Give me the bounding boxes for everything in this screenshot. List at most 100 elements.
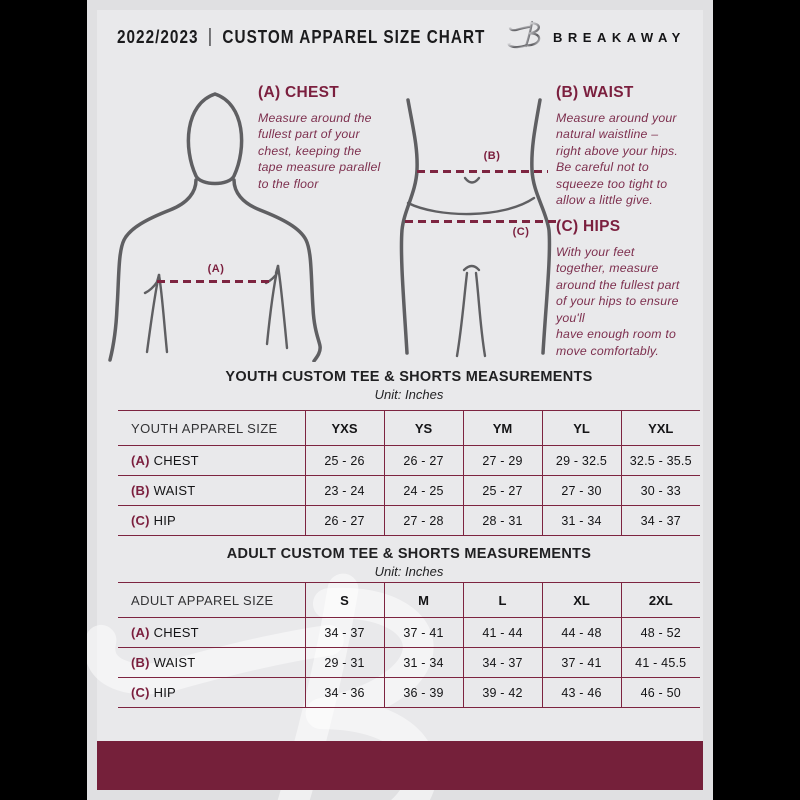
column-header: YM (462, 410, 542, 446)
cell: 34 - 37 (304, 617, 384, 648)
cell: 27 - 29 (462, 445, 542, 476)
column-header: M (383, 582, 463, 618)
youth-size-table: YOUTH APPAREL SIZE YXS YS YM YL YXL (A) C… (118, 410, 700, 536)
row-label-text: WAIST (153, 655, 196, 670)
table-row: (B) WAIST 29 - 31 31 - 34 34 - 37 37 - 41… (118, 647, 700, 678)
waist-heading: (B) WAIST (556, 84, 634, 101)
row-marker: (A) (131, 453, 150, 468)
youth-table-title: YOUTH CUSTOM TEE & SHORTS MEASUREMENTS (225, 369, 593, 385)
row-label-text: CHEST (153, 625, 199, 640)
cell: 34 - 37 (620, 505, 700, 536)
row-label: (B) WAIST (118, 476, 305, 506)
cell: 24 - 25 (383, 475, 463, 506)
cell: 41 - 45.5 (620, 647, 700, 678)
cell: 36 - 39 (383, 677, 463, 708)
cell: 44 - 48 (541, 617, 621, 648)
column-header: XL (541, 582, 621, 618)
cell: 46 - 50 (620, 677, 700, 708)
cell: 37 - 41 (541, 647, 621, 678)
cell: 43 - 46 (541, 677, 621, 708)
cell: 31 - 34 (541, 505, 621, 536)
column-header: YOUTH APPAREL SIZE (131, 420, 278, 436)
column-header: YL (541, 410, 621, 446)
waist-instructions: Measure around your natural waistline – … (556, 111, 678, 208)
cell: 29 - 31 (304, 647, 384, 678)
page-title: 2022/2023 | CUSTOM APPAREL SIZE CHART (117, 26, 485, 48)
cell: 34 - 36 (304, 677, 384, 708)
cell: 26 - 27 (304, 505, 384, 536)
section-chest: (A) CHEST Measure around the fullest par… (258, 84, 400, 192)
section-waist: (B) WAIST Measure around your natural wa… (556, 84, 706, 209)
table-row: (A) CHEST 25 - 26 26 - 27 27 - 29 29 - 32… (118, 445, 700, 476)
adult-size-table: ADULT APPAREL SIZE S M L XL 2XL (A) CHEST… (118, 582, 700, 708)
adult-table-unit: Unit: Inches (374, 564, 444, 579)
chest-heading: (A) CHEST (258, 84, 340, 101)
chest-marker-label: (A) (207, 263, 225, 275)
column-header: L (462, 582, 542, 618)
cell: 31 - 34 (383, 647, 463, 678)
table-header-row: YOUTH APPAREL SIZE YXS YS YM YL YXL (118, 410, 700, 446)
lower-body-figure (399, 98, 552, 358)
chest-instructions: Measure around the fullest part of your … (258, 111, 381, 191)
row-label-text: HIP (153, 685, 176, 700)
cell: 37 - 41 (383, 617, 463, 648)
hips-heading: (C) HIPS (556, 218, 621, 235)
size-chart-page: 2022/2023 | CUSTOM APPAREL SIZE CHART BR… (87, 0, 713, 800)
row-label-text: CHEST (153, 453, 199, 468)
cell: 30 - 33 (620, 475, 700, 506)
cell: 41 - 44 (462, 617, 542, 648)
waist-marker-label: (B) (483, 150, 501, 162)
footer-accent-bar (97, 741, 703, 790)
row-label-text: WAIST (153, 483, 196, 498)
season-label: 2022/2023 (117, 26, 199, 47)
youth-table-unit: Unit: Inches (374, 387, 444, 402)
title-divider: | (207, 26, 214, 47)
column-header: YS (383, 410, 463, 446)
adult-table-title: ADULT CUSTOM TEE & SHORTS MEASUREMENTS (226, 546, 592, 562)
column-header: YXL (620, 410, 700, 446)
cell: 27 - 30 (541, 475, 621, 506)
column-header: S (304, 582, 384, 618)
cell: 39 - 42 (462, 677, 542, 708)
title-text: CUSTOM APPAREL SIZE CHART (222, 26, 486, 47)
row-marker: (C) (131, 513, 150, 528)
cell: 25 - 26 (304, 445, 384, 476)
row-marker: (B) (131, 655, 150, 670)
cell: 32.5 - 35.5 (620, 445, 700, 476)
chest-measure-line (157, 280, 272, 283)
row-label: (C) HIP (118, 678, 305, 708)
hips-measure-line (405, 220, 557, 223)
row-label: (A) CHEST (118, 618, 305, 648)
table-row: (A) CHEST 34 - 37 37 - 41 41 - 44 44 - 48… (118, 617, 700, 648)
brand-name: BREAKAWAY (553, 30, 686, 45)
cell: 26 - 27 (383, 445, 463, 476)
row-label: (C) HIP (118, 506, 305, 536)
breakaway-b-logo-icon (507, 20, 541, 49)
cell: 29 - 32.5 (541, 445, 621, 476)
table-row: (C) HIP 34 - 36 36 - 39 39 - 42 43 - 46 4… (118, 677, 700, 708)
row-marker: (B) (131, 483, 150, 498)
cell: 48 - 52 (620, 617, 700, 648)
section-hips: (C) HIPS With your feet together, measur… (556, 218, 706, 359)
row-label: (B) WAIST (118, 648, 305, 678)
cell: 27 - 28 (383, 505, 463, 536)
row-marker: (A) (131, 625, 150, 640)
row-label: (A) CHEST (118, 446, 305, 476)
column-header: YXS (304, 410, 384, 446)
row-label-text: HIP (153, 513, 176, 528)
row-marker: (C) (131, 685, 150, 700)
cell: 28 - 31 (462, 505, 542, 536)
column-header: 2XL (620, 582, 700, 618)
cell: 34 - 37 (462, 647, 542, 678)
cell: 23 - 24 (304, 475, 384, 506)
table-row: (B) WAIST 23 - 24 24 - 25 25 - 27 27 - 30… (118, 475, 700, 506)
table-row: (C) HIP 26 - 27 27 - 28 28 - 31 31 - 34 3… (118, 505, 700, 536)
cell: 25 - 27 (462, 475, 542, 506)
column-header: ADULT APPAREL SIZE (131, 592, 274, 608)
hips-instructions: With your feet together, measure around … (556, 245, 680, 358)
waist-measure-line (417, 170, 548, 173)
upper-body-figure (108, 92, 322, 362)
hips-marker-label: (C) (512, 226, 530, 238)
table-header-row: ADULT APPAREL SIZE S M L XL 2XL (118, 582, 700, 618)
